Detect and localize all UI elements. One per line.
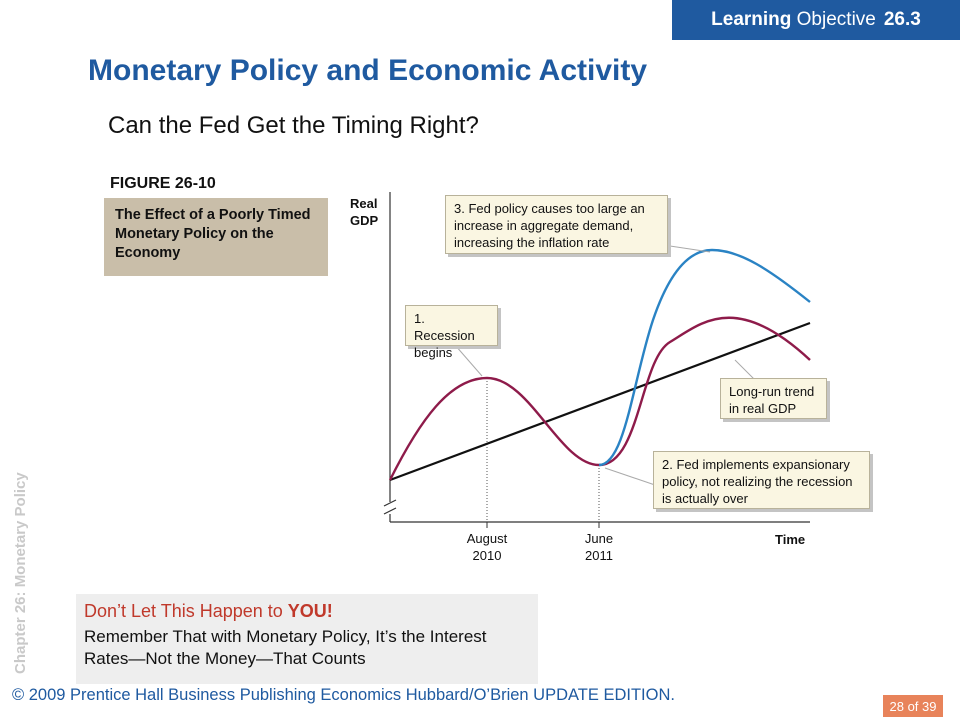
lo-label: Objective [796, 9, 876, 30]
callout-long-run-trend: Long-run trend in real GDP [720, 378, 827, 419]
fed-policy-gdp-curve [598, 248, 811, 467]
callout-inflation: 3. Fed policy causes too large an increa… [445, 195, 668, 254]
copyright-footer: © 2009 Prentice Hall Business Publishing… [12, 686, 675, 704]
callout2-leader [604, 467, 656, 486]
x-axis-label: Time [775, 532, 805, 547]
chapter-side-label: Chapter 26: Monetary Policy [12, 472, 29, 674]
tip-heading-emphasis: YOU! [287, 601, 333, 621]
tick-label-2010: 2010 [473, 548, 502, 563]
page-title: Monetary Policy and Economic Activity [88, 54, 648, 87]
page-subtitle: Can the Fed Get the Timing Right? [108, 112, 479, 139]
figure-label: FIGURE 26-10 [110, 175, 216, 192]
callout3-leader [669, 245, 711, 253]
tip-box: Don’t Let This Happen to YOU! Remember T… [76, 594, 538, 684]
figure-caption: The Effect of a Poorly Timed Monetary Po… [104, 198, 328, 276]
long-run-trend-line [389, 321, 811, 482]
callout-fed-expansionary: 2. Fed implements expansionary policy, n… [653, 451, 870, 509]
tip-body: Remember That with Monetary Policy, It’s… [84, 627, 487, 668]
callout-trend-leader [734, 359, 756, 381]
lo-label-bold: Learning [711, 9, 792, 30]
y-axis-label-line2: GDP [350, 213, 379, 228]
y-axis-label-line1: Real [350, 196, 377, 211]
tick-label-2011: 2011 [585, 548, 613, 563]
tick-label-june: June [585, 531, 613, 546]
axis-break-icon [383, 499, 397, 515]
learning-objective-badge: Learning Objective 26.3 [672, 0, 960, 40]
callout1-leader [454, 344, 483, 377]
tick-label-august: August [467, 531, 508, 546]
tip-heading-text: Don’t Let This Happen to [84, 601, 288, 621]
economy-diagram: Real GDP Time August 2010 June 2011 [350, 192, 811, 563]
callout-recession-begins: 1. Recession begins [405, 305, 498, 360]
page-number-badge: 28 of 39 [883, 695, 943, 717]
lo-number: 26.3 [883, 9, 921, 30]
tip-heading: Don’t Let This Happen to YOU! [84, 601, 530, 622]
